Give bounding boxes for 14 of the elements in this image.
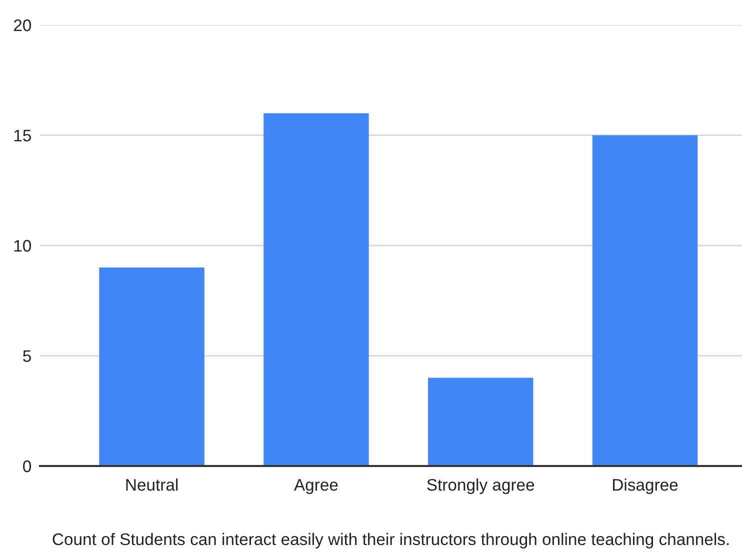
y-tick-label: 5	[23, 350, 31, 362]
x-tick-label: Agree	[294, 479, 338, 494]
y-tick-label: 15	[14, 130, 31, 142]
x-axis-title: Count of Students can interact easily with their instructors through online teaching channels.	[52, 532, 729, 548]
x-tick-label: Neutral	[126, 478, 178, 491]
y-tick-label: 0	[23, 460, 32, 472]
x-tick-label: Strongly agree	[427, 478, 534, 494]
bar	[99, 268, 204, 466]
y-tick-label: 10	[14, 240, 32, 252]
y-tick-label: 20	[14, 19, 32, 32]
bar	[428, 378, 534, 466]
bar	[592, 135, 698, 466]
bar	[264, 113, 369, 466]
x-tick-label: Disagree	[613, 478, 678, 494]
